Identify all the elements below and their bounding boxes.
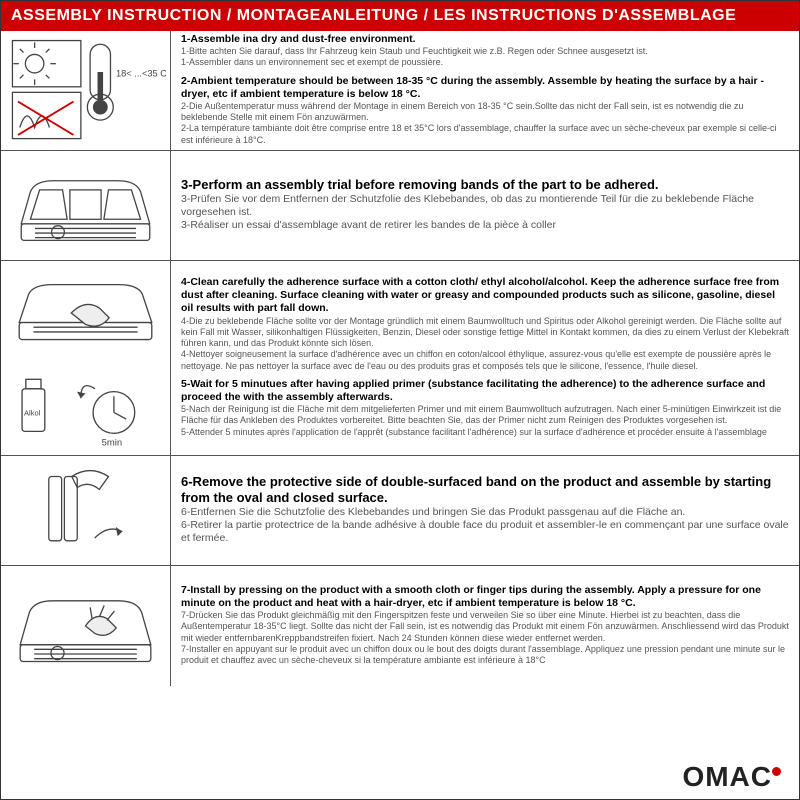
step-translation: 7-Drücken Sie das Produkt gleichmäßig mi… bbox=[181, 610, 789, 644]
step-translation: 2-La température tambiante doit être com… bbox=[181, 123, 789, 146]
step-translation: 1-Assembler dans un environnement sec et… bbox=[181, 57, 789, 68]
step-translation: 3-Prüfen Sie vor dem Entfernen der Schut… bbox=[181, 193, 789, 219]
illustration-car-front bbox=[1, 151, 171, 260]
text-column: 4-Clean carefully the adherence surface … bbox=[171, 261, 799, 455]
instruction-row: Alkol 5min 4-Clean carefully the adheren… bbox=[1, 261, 799, 456]
step-translation: 6-Retirer la partie protectrice de la ba… bbox=[181, 519, 789, 545]
step-heading: 4-Clean carefully the adherence surface … bbox=[181, 276, 789, 315]
illustration-peel-tape bbox=[1, 456, 171, 565]
header-title: ASSEMBLY INSTRUCTION / MONTAGEANLEITUNG … bbox=[1, 1, 799, 31]
instruction-row: 18< ...<35 C 1-Assemble ina dry and dust… bbox=[1, 31, 799, 151]
step-translation: 5-Nach der Reinigung ist die Fläche mit … bbox=[181, 404, 789, 427]
instruction-row: 3-Perform an assembly trial before remov… bbox=[1, 151, 799, 261]
illustration-sun-thermo: 18< ...<35 C bbox=[1, 31, 171, 150]
step-translation: 5-Attender 5 minutes après l'application… bbox=[181, 427, 789, 438]
step-translation: 6-Entfernen Sie die Schutzfolie des Kleb… bbox=[181, 506, 789, 519]
step-heading: 2-Ambient temperature should be between … bbox=[181, 75, 789, 101]
step-heading: 3-Perform an assembly trial before remov… bbox=[181, 177, 789, 193]
text-column: 3-Perform an assembly trial before remov… bbox=[171, 151, 799, 260]
illustration-clean-wait: Alkol 5min bbox=[1, 261, 171, 455]
brand-logo: OMAC bbox=[682, 761, 781, 793]
illustration-press-install bbox=[1, 566, 171, 686]
rows-container: 18< ...<35 C 1-Assemble ina dry and dust… bbox=[1, 31, 799, 757]
step-translation: 3-Réaliser un essai d'assemblage avant d… bbox=[181, 219, 789, 232]
step-translation: 4-Nettoyer soigneusement la surface d'ad… bbox=[181, 349, 789, 372]
instruction-sheet: ASSEMBLY INSTRUCTION / MONTAGEANLEITUNG … bbox=[0, 0, 800, 800]
text-column: 7-Install by pressing on the product wit… bbox=[171, 566, 799, 686]
brand-logo-text: OMAC bbox=[682, 761, 772, 793]
text-column: 6-Remove the protective side of double-s… bbox=[171, 456, 799, 565]
text-column: 1-Assemble ina dry and dust-free environ… bbox=[171, 31, 799, 150]
instruction-row: 7-Install by pressing on the product wit… bbox=[1, 566, 799, 686]
instruction-row: 6-Remove the protective side of double-s… bbox=[1, 456, 799, 566]
step-heading: 6-Remove the protective side of double-s… bbox=[181, 474, 789, 507]
step-translation: 2-Die Außentemperatur muss während der M… bbox=[181, 101, 789, 124]
step-heading: 7-Install by pressing on the product wit… bbox=[181, 584, 789, 610]
step-translation: 1-Bitte achten Sie darauf, dass Ihr Fahr… bbox=[181, 46, 789, 57]
brand-logo-dot bbox=[772, 767, 781, 776]
step-translation: 4-Die zu beklebende Fläche sollte vor de… bbox=[181, 316, 789, 350]
svg-text:18< ...<35 C: 18< ...<35 C bbox=[116, 69, 166, 79]
footer: OMAC bbox=[1, 757, 799, 799]
svg-text:Alkol: Alkol bbox=[24, 408, 41, 417]
step-heading: 5-Wait for 5 minutues after having appli… bbox=[181, 378, 789, 404]
step-heading: 1-Assemble ina dry and dust-free environ… bbox=[181, 33, 789, 46]
step-translation: 7-Installer en appuyant sur le produit a… bbox=[181, 644, 789, 667]
svg-text:5min: 5min bbox=[102, 438, 123, 449]
